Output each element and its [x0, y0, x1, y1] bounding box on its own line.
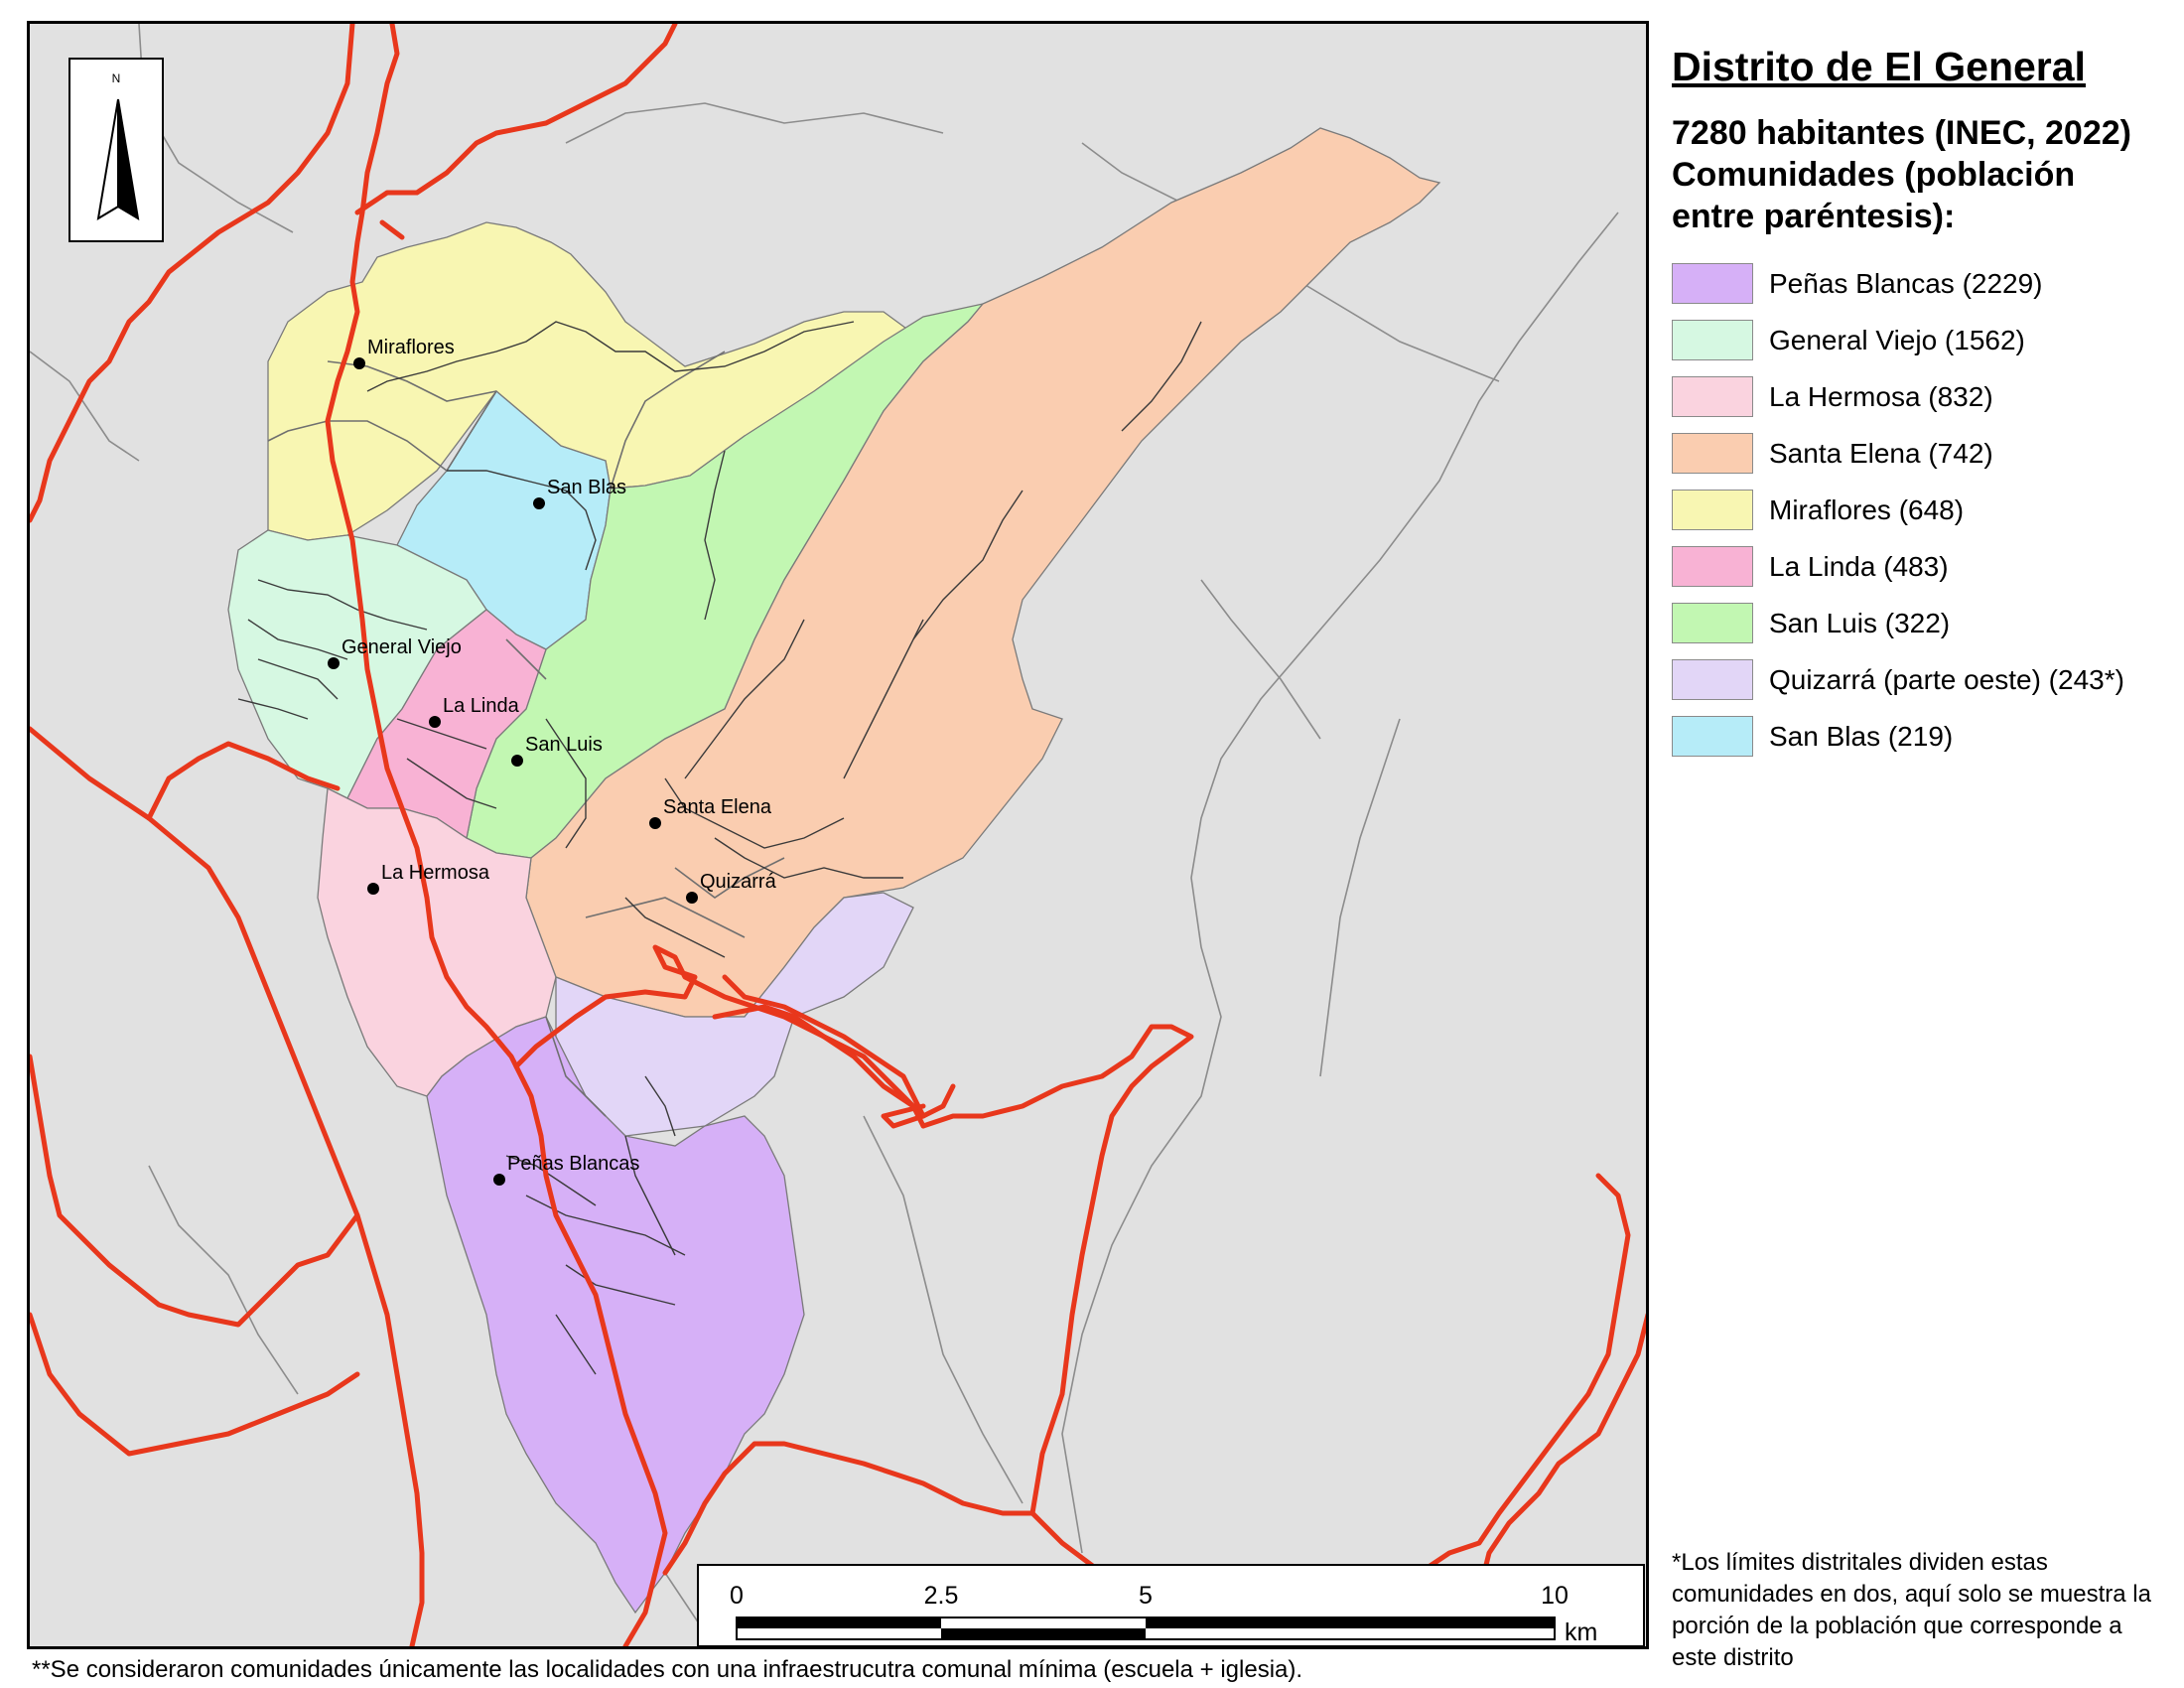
- legend-item-label: San Luis (322): [1769, 607, 1951, 638]
- legend-item-label: Peñas Blancas (2229): [1769, 267, 2043, 299]
- svg-text:General Viejo: General Viejo: [341, 636, 462, 658]
- legend-subtitle: 7280 habitantes (INEC, 2022) Comunidades…: [1672, 112, 2168, 237]
- legend-item-san-blas[interactable]: San Blas (219): [1672, 708, 2168, 765]
- legend-item-label: La Hermosa (832): [1769, 380, 1993, 412]
- scale-tick-0: 0: [730, 1582, 744, 1610]
- place-quizarra[interactable]: Quizarrá: [686, 871, 777, 904]
- legend-subtitle-line-1: 7280 habitantes (INEC, 2022): [1672, 114, 2131, 152]
- legend-swatch: [1672, 376, 1753, 417]
- legend-item-label: San Blas (219): [1769, 720, 1954, 752]
- svg-text:La Hermosa: La Hermosa: [381, 862, 490, 884]
- note-district-limits: *Los límites distritales dividen estas c…: [1672, 1549, 2151, 1671]
- polygon-penas-blancas: [426, 1016, 805, 1615]
- scale-bar: 0 2.5 5 10 km: [697, 1564, 1645, 1646]
- legend-item-penas-blancas[interactable]: Peñas Blancas (2229): [1672, 255, 2168, 312]
- map-canvas: Miraflores San Blas General Viejo La Lin…: [30, 24, 1646, 1646]
- legend-item-la-hermosa[interactable]: La Hermosa (832): [1672, 368, 2168, 425]
- svg-text:San Luis: San Luis: [525, 734, 603, 756]
- map-frame: Miraflores San Blas General Viejo La Lin…: [27, 21, 1649, 1649]
- north-label: N: [111, 71, 121, 85]
- legend-swatch: [1672, 320, 1753, 360]
- community-polygons: [227, 127, 1441, 1615]
- scale-unit: km: [1565, 1618, 1597, 1646]
- legend-item-label: La Linda (483): [1769, 550, 1949, 582]
- legend-item-san-luis[interactable]: San Luis (322): [1672, 595, 2168, 651]
- svg-text:Miraflores: Miraflores: [367, 337, 455, 358]
- place-san-luis[interactable]: San Luis: [511, 734, 603, 767]
- legend-item-label: General Viejo (1562): [1769, 324, 2025, 355]
- polygon-miraflores: [267, 221, 915, 541]
- legend-item-quizarra[interactable]: Quizarrá (parte oeste) (243*): [1672, 651, 2168, 708]
- legend-item-label: Miraflores (648): [1769, 493, 1965, 525]
- place-la-hermosa[interactable]: La Hermosa: [367, 862, 490, 895]
- place-markers: Miraflores San Blas General Viejo La Lin…: [328, 337, 777, 1186]
- legend-swatch: [1672, 716, 1753, 757]
- legend-swatch: [1672, 263, 1753, 304]
- scale-tick-2-5: 2.5: [924, 1582, 959, 1610]
- legend-item-santa-elena[interactable]: Santa Elena (742): [1672, 425, 2168, 482]
- legend-items: Peñas Blancas (2229) General Viejo (1562…: [1672, 255, 2168, 765]
- polygon-quizarra: [555, 892, 914, 1137]
- legend-subtitle-line-2: Comunidades (población: [1672, 156, 2076, 194]
- legend-item-miraflores[interactable]: Miraflores (648): [1672, 482, 2168, 538]
- local-roads: [237, 321, 1202, 1375]
- legend-item-la-linda[interactable]: La Linda (483): [1672, 538, 2168, 595]
- place-general-viejo[interactable]: General Viejo: [328, 636, 462, 669]
- legend-swatch: [1672, 603, 1753, 643]
- place-santa-elena[interactable]: Santa Elena: [649, 796, 772, 829]
- legend-item-label: Santa Elena (742): [1769, 437, 1993, 469]
- svg-text:Santa Elena: Santa Elena: [663, 796, 772, 818]
- svg-text:Peñas Blancas: Peñas Blancas: [507, 1153, 639, 1175]
- note-community-criteria: **Se consideraron comunidades únicamente…: [32, 1656, 1303, 1683]
- legend: Distrito de El General 7280 habitantes (…: [1672, 44, 2168, 765]
- legend-title: Distrito de El General: [1672, 44, 2086, 89]
- svg-text:Quizarrá: Quizarrá: [700, 871, 777, 893]
- place-la-linda[interactable]: La Linda: [429, 695, 520, 728]
- scale-tick-10: 10: [1541, 1582, 1569, 1610]
- legend-item-general-viejo[interactable]: General Viejo (1562): [1672, 312, 2168, 368]
- north-arrow: N: [68, 58, 164, 242]
- legend-subtitle-line-3: entre paréntesis):: [1672, 198, 1956, 235]
- legend-swatch: [1672, 433, 1753, 474]
- svg-text:La Linda: La Linda: [443, 695, 520, 717]
- polygon-santa-elena: [525, 127, 1441, 1018]
- svg-text:San Blas: San Blas: [547, 477, 626, 498]
- legend-item-label: Quizarrá (parte oeste) (243*): [1769, 663, 2124, 695]
- place-miraflores[interactable]: Miraflores: [353, 337, 455, 369]
- legend-swatch: [1672, 546, 1753, 587]
- scale-tick-5: 5: [1139, 1582, 1153, 1610]
- legend-swatch: [1672, 659, 1753, 700]
- legend-swatch: [1672, 490, 1753, 530]
- north-arrow-icon: [96, 98, 140, 220]
- place-penas-blancas[interactable]: Peñas Blancas: [493, 1153, 639, 1186]
- place-san-blas[interactable]: San Blas: [533, 477, 626, 509]
